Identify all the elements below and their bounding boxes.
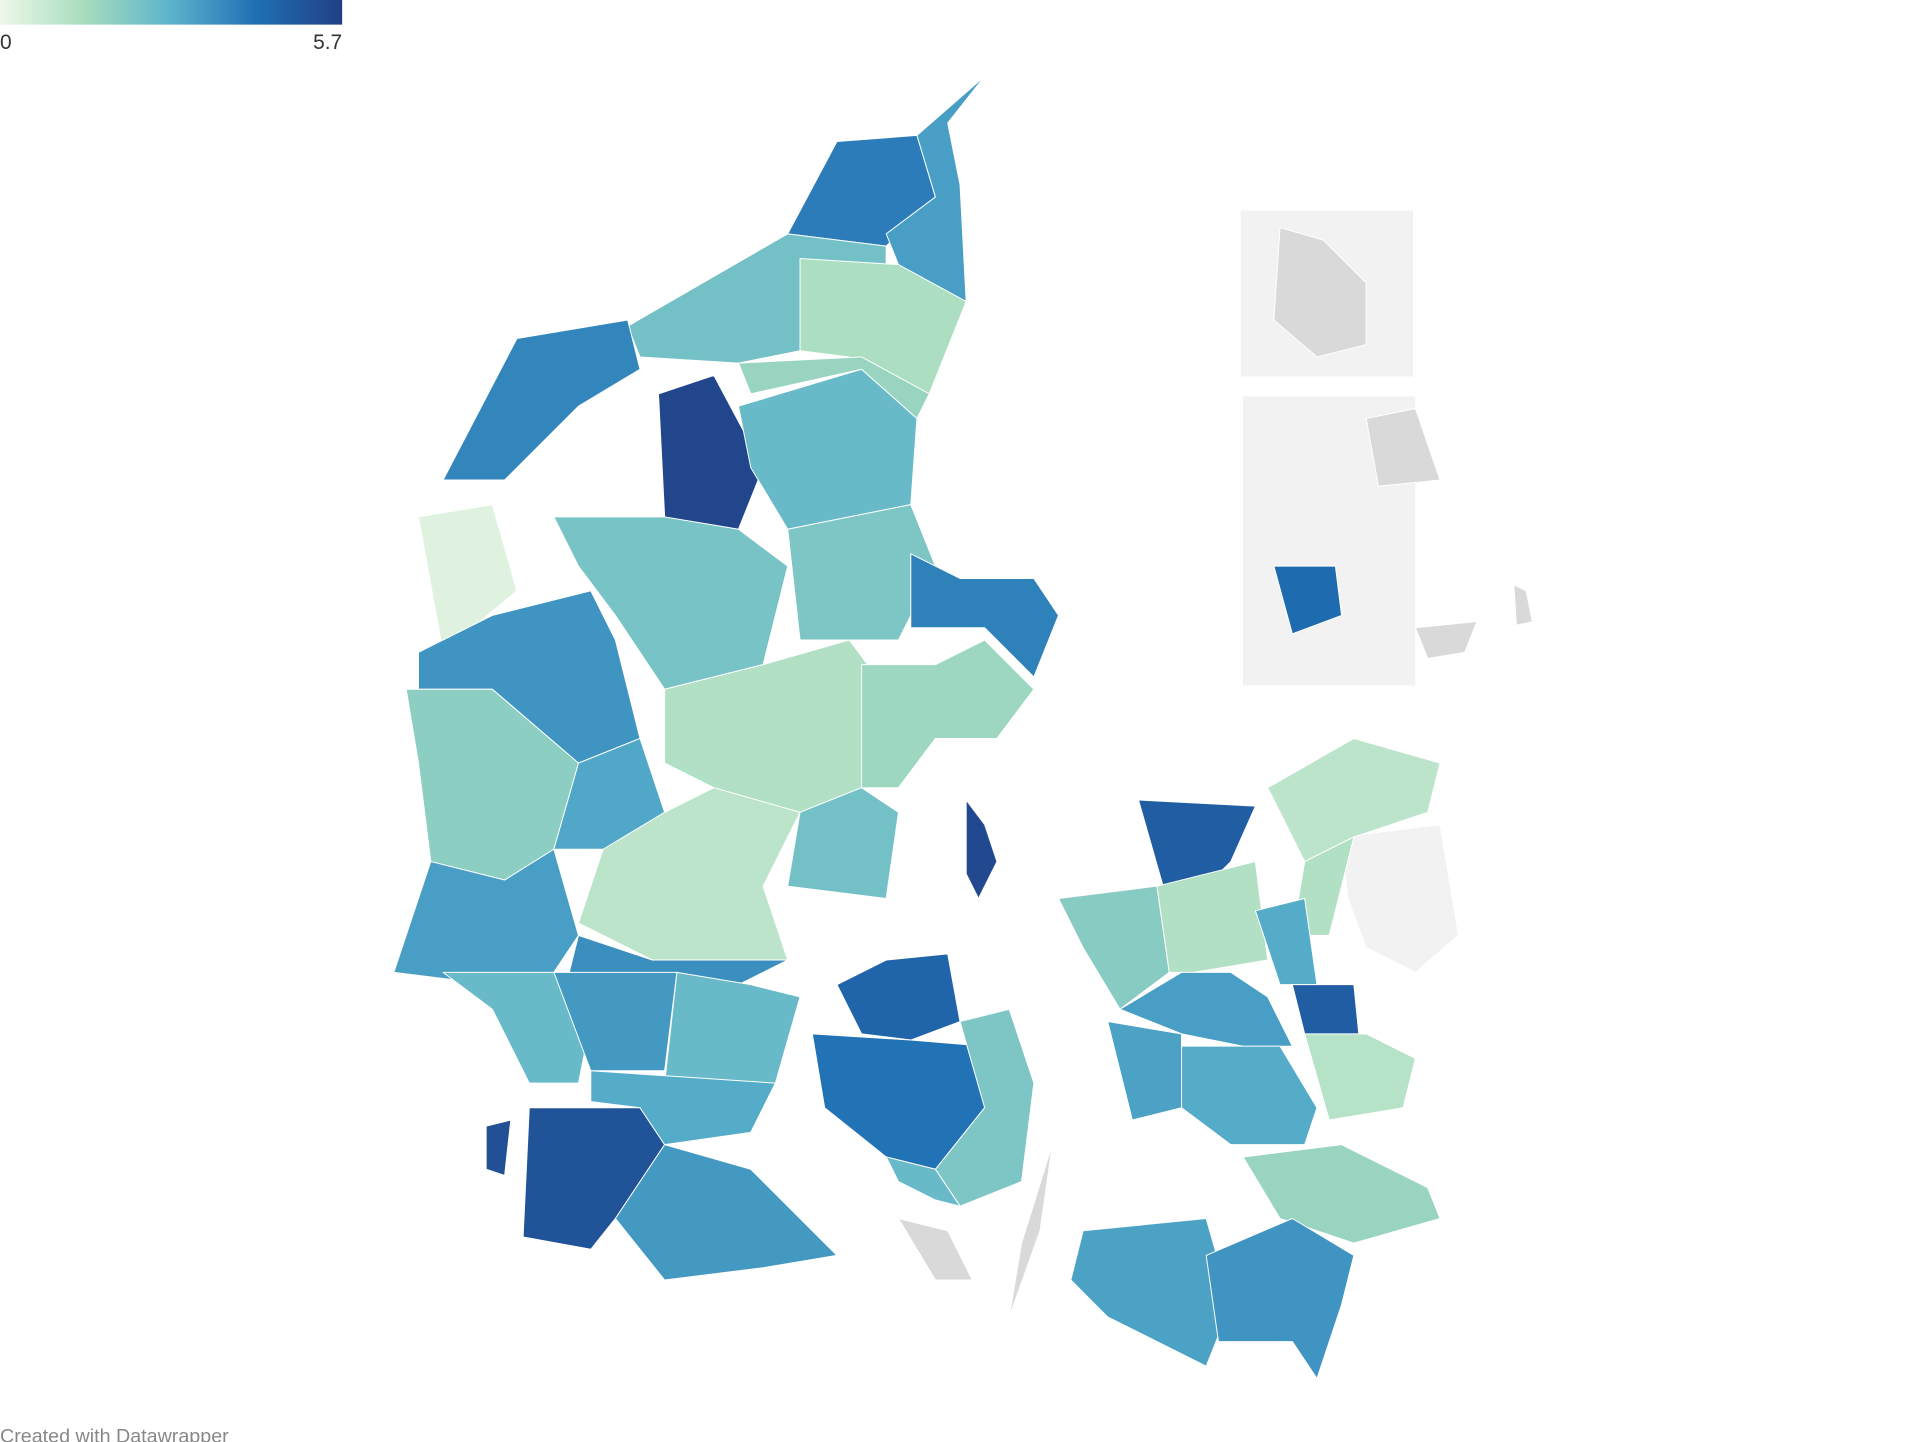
municipality[interactable] (787, 787, 899, 899)
municipality[interactable] (485, 1119, 512, 1176)
municipality[interactable] (1273, 565, 1343, 635)
municipality[interactable] (577, 787, 801, 961)
municipality[interactable] (1057, 885, 1170, 1010)
legend-max-label: 5.7 (313, 31, 342, 54)
municipality[interactable] (417, 504, 518, 653)
municipality[interactable] (737, 356, 930, 419)
municipality[interactable] (553, 971, 678, 1072)
municipality[interactable] (1156, 861, 1269, 973)
no-data-area (1513, 583, 1533, 626)
legend-bar (0, 0, 343, 25)
municipality[interactable] (1070, 1217, 1232, 1367)
legend-min-label: 0 (0, 31, 12, 54)
municipality[interactable] (442, 319, 641, 481)
no-data-area (1414, 620, 1478, 660)
municipality[interactable] (614, 1144, 838, 1281)
municipality[interactable] (1304, 1033, 1416, 1121)
municipality[interactable] (1119, 971, 1293, 1047)
municipality[interactable] (861, 639, 1035, 789)
municipality[interactable] (910, 553, 1059, 678)
municipality[interactable] (664, 971, 801, 1084)
no-data-area (1365, 408, 1441, 487)
municipality[interactable] (965, 799, 998, 899)
municipality[interactable] (1181, 1045, 1318, 1146)
regions (393, 75, 1441, 1379)
municipality[interactable] (836, 953, 961, 1041)
no-data-area (897, 1217, 974, 1281)
municipality[interactable] (1107, 1021, 1183, 1121)
map-scene: 0 5.7 Created with Datawrapper (0, 0, 1533, 1442)
no-data-area (1273, 227, 1367, 358)
no-data-area (1341, 824, 1460, 973)
municipality[interactable] (657, 374, 764, 530)
municipality[interactable] (1205, 1217, 1355, 1379)
municipality[interactable] (885, 1156, 961, 1207)
credit: Created with Datawrapper (0, 1425, 229, 1442)
no-data-area (1008, 1144, 1053, 1318)
municipality[interactable] (934, 1008, 1035, 1207)
